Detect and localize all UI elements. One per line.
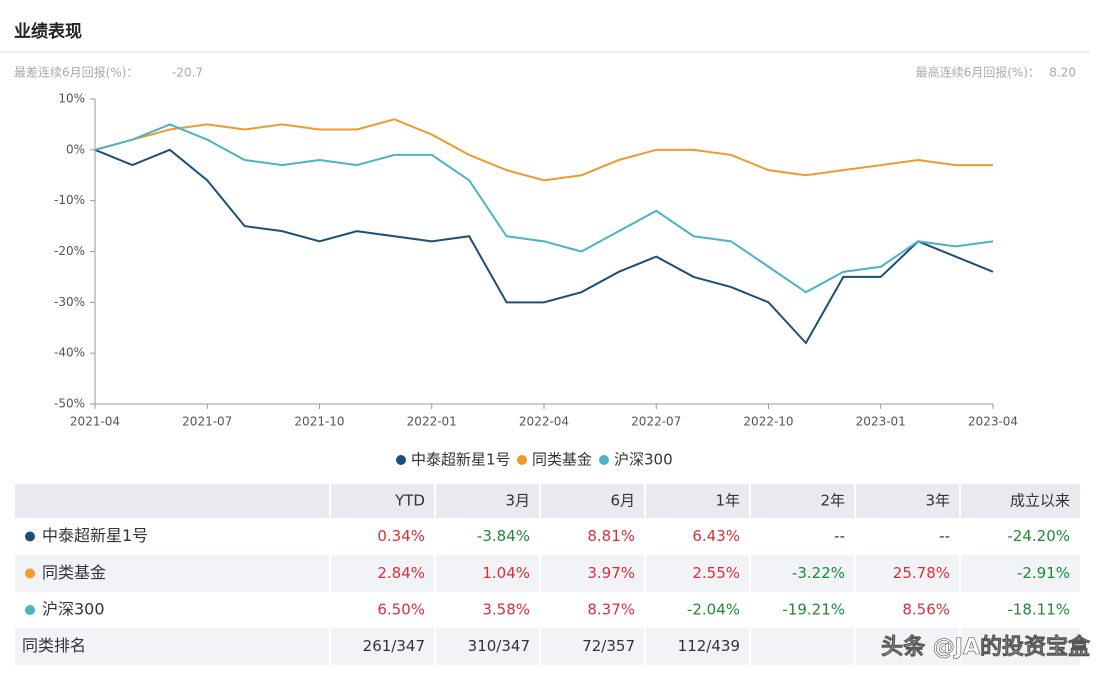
series-line: [94, 118, 993, 182]
table-cell: 261/347: [363, 637, 425, 655]
table-cell: -2.91%: [1017, 564, 1070, 582]
table-cell: -19.21%: [782, 601, 845, 619]
table-cell: 112/439: [678, 637, 740, 655]
table-cell: -24.20%: [1007, 527, 1070, 545]
y-tick-label: 10%: [58, 92, 85, 106]
y-tick-label: -20%: [54, 244, 85, 258]
row-name: 中泰超新星1号: [42, 526, 148, 545]
table-cell: 0.34%: [377, 527, 425, 545]
row-marker: [25, 568, 35, 579]
row-name: 同类排名: [22, 636, 86, 655]
legend-marker: [599, 455, 609, 465]
x-tick-label: 2022-07: [631, 415, 681, 429]
best-value: 8.20: [1049, 66, 1076, 80]
table-cell: 2.84%: [377, 564, 425, 582]
table-header: 1年: [715, 492, 740, 510]
y-tick-label: 0%: [66, 142, 85, 156]
table-header: 6月: [610, 492, 635, 510]
table-cell: --: [834, 527, 845, 545]
worst-label: 最差连续6月回报(%)：: [14, 65, 138, 80]
table-header: 3月: [505, 492, 530, 510]
table-cell: 8.81%: [587, 527, 635, 545]
table-cell: --: [939, 527, 950, 545]
worst-value: -20.7: [172, 66, 203, 80]
x-tick-label: 2022-10: [743, 415, 793, 429]
table-header-bg: [15, 484, 1080, 518]
row-name: 同类基金: [42, 563, 106, 582]
table-header: YTD: [394, 492, 425, 510]
table-cell: 1.04%: [482, 564, 530, 582]
table-cell: 8.56%: [902, 601, 950, 619]
table-cell: 72/357: [582, 637, 635, 655]
y-tick-label: -40%: [54, 346, 85, 360]
y-tick-label: -30%: [54, 295, 85, 309]
legend-label: 沪深300: [614, 451, 673, 469]
x-tick-label: 2023-01: [856, 415, 906, 429]
series-line: [94, 148, 994, 345]
table-cell: 3.97%: [587, 564, 635, 582]
y-tick-label: -50%: [54, 397, 85, 411]
table-cell: 6.43%: [692, 527, 740, 545]
x-tick-label: 2022-04: [519, 415, 569, 429]
table-cell: -18.11%: [1007, 601, 1070, 619]
table-row-bg: [15, 628, 1080, 665]
x-tick-label: 2023-04: [968, 415, 1018, 429]
watermark: 头条 @JA的投资宝盒: [881, 634, 1091, 660]
table-cell: -3.84%: [477, 527, 530, 545]
table-cell: 6.50%: [377, 601, 425, 619]
legend-label: 中泰超新星1号: [411, 451, 511, 469]
table-header: 3年: [925, 492, 950, 510]
x-tick-label: 2021-07: [182, 415, 232, 429]
table-cell: 310/347: [468, 637, 530, 655]
title: 业绩表现: [14, 21, 82, 42]
series-line: [94, 123, 994, 294]
table-cell: -2.04%: [687, 601, 740, 619]
row-marker: [25, 605, 35, 615]
table-header: 2年: [820, 492, 845, 510]
table-row-bg: [15, 555, 1080, 592]
x-tick-label: 2021-04: [70, 415, 120, 429]
legend-marker: [396, 455, 406, 465]
best-label: 最高连续6月回报(%)：: [916, 65, 1040, 80]
table-cell: 2.55%: [692, 564, 740, 582]
row-marker: [25, 531, 35, 542]
legend-marker: [517, 455, 527, 465]
x-tick-label: 2021-10: [294, 415, 344, 429]
table-header: 成立以来: [1010, 492, 1070, 510]
x-tick-label: 2022-01: [407, 415, 457, 429]
legend-label: 同类基金: [532, 451, 592, 469]
y-tick-label: -10%: [54, 193, 85, 207]
table-cell: 3.58%: [482, 601, 530, 619]
table-cell: -3.22%: [792, 564, 845, 582]
row-name: 沪深300: [42, 600, 105, 619]
table-cell: 8.37%: [587, 601, 635, 619]
table-cell: 25.78%: [893, 564, 950, 582]
